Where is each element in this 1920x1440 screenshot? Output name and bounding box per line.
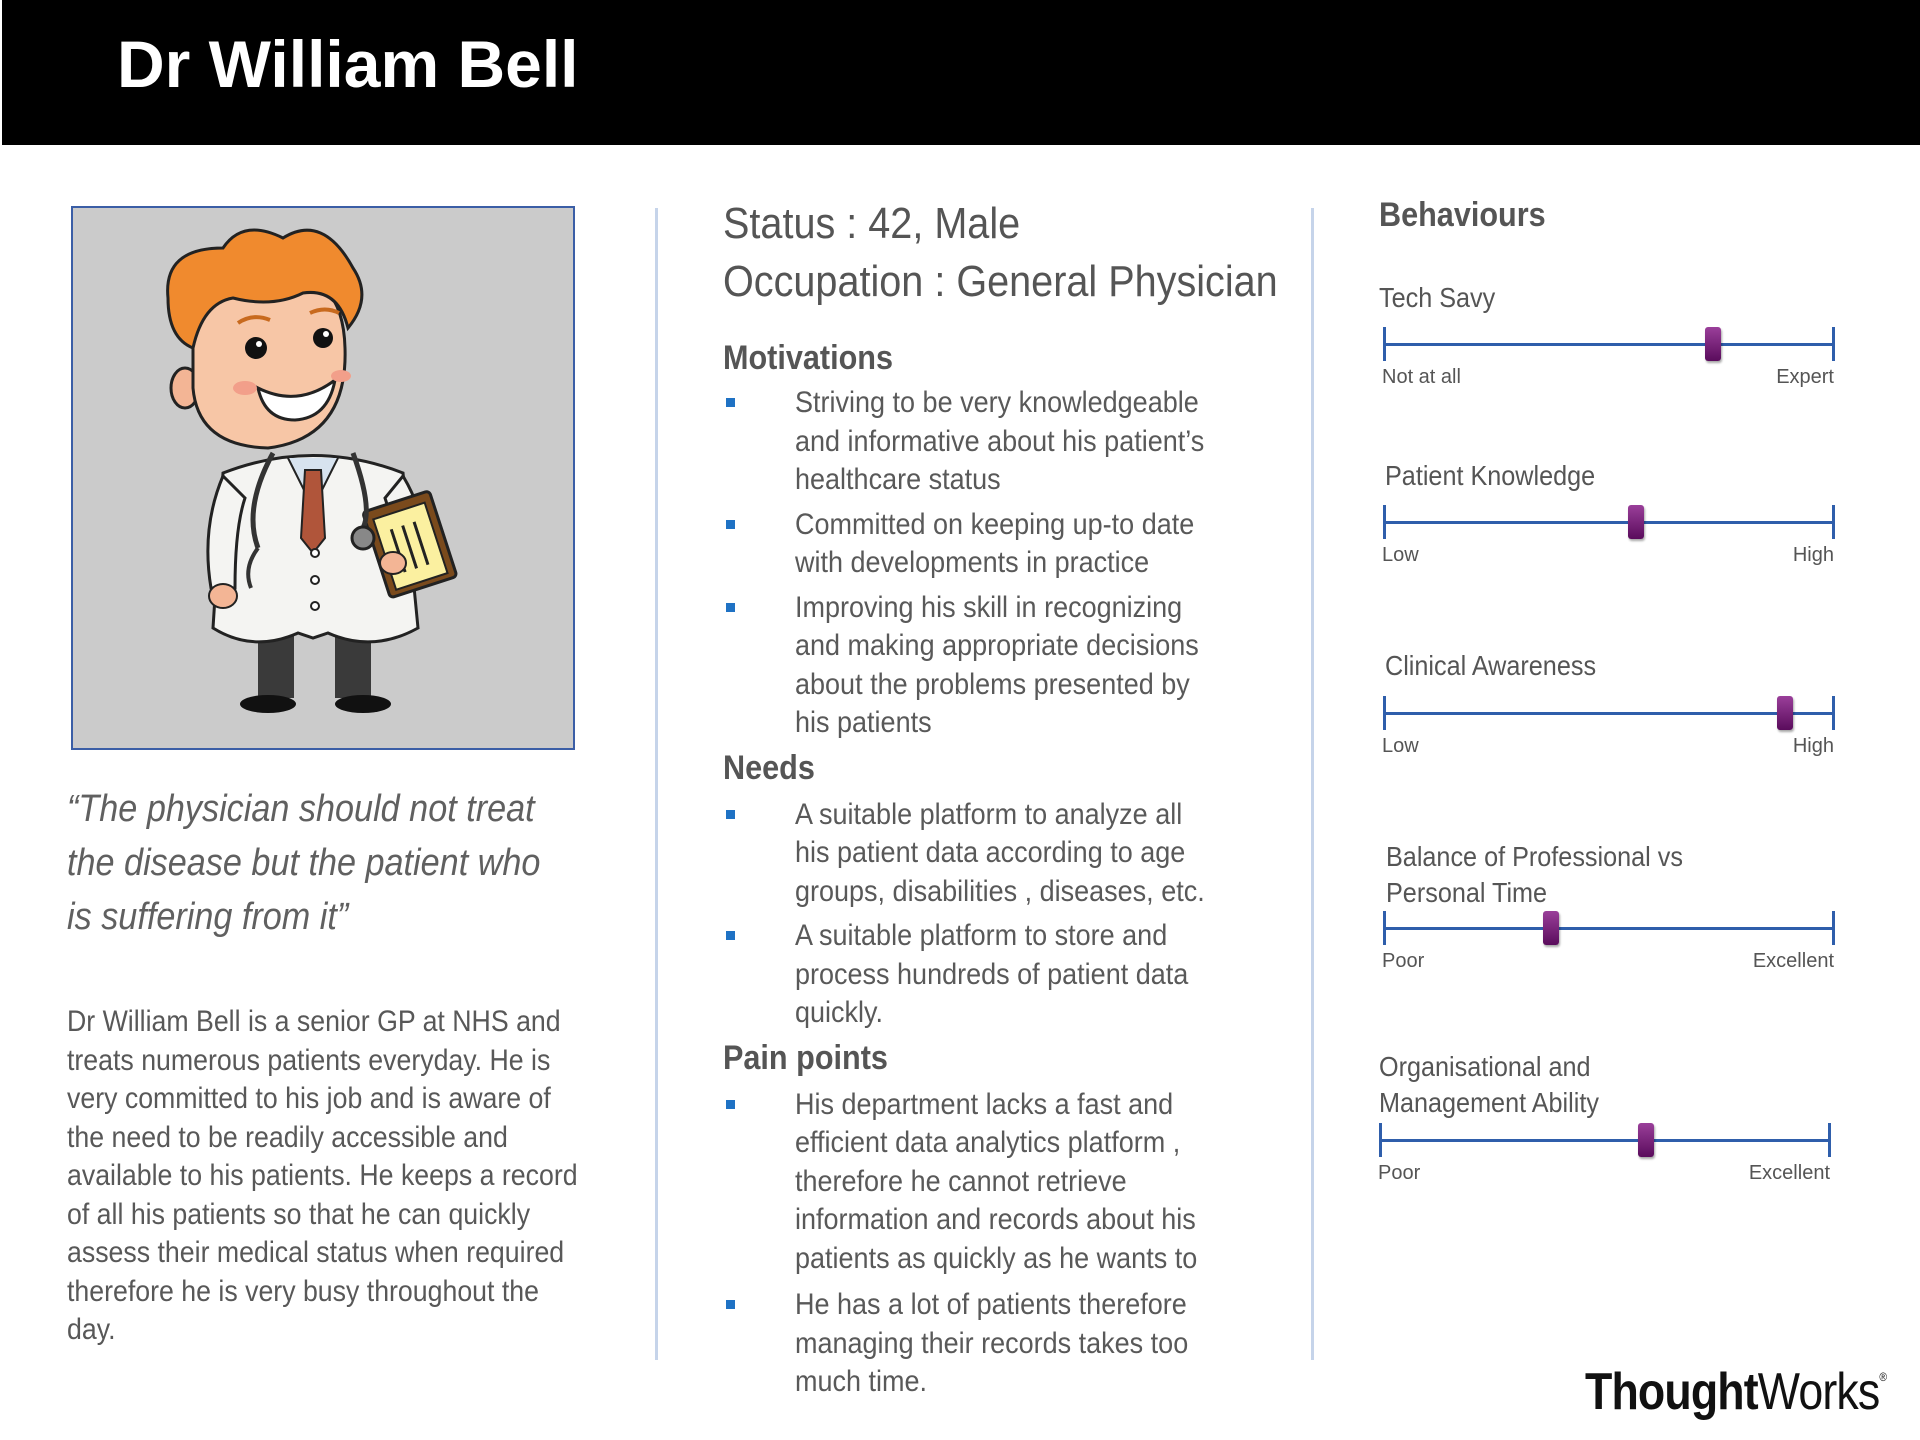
needs-list: A suitable platform to analyze all his p…	[723, 796, 1333, 1033]
bullet-icon	[726, 519, 735, 529]
persona-bio: Dr William Bell is a senior GP at NHS an…	[67, 1005, 578, 1346]
pain-points-list: His department lacks a fast and efficien…	[723, 1086, 1333, 1402]
slider-label: Balance of Professional vs Personal Time	[1386, 841, 1683, 908]
slider-label: Clinical Awareness	[1385, 650, 1597, 681]
list-item: His department lacks a fast and efficien…	[723, 1086, 1333, 1279]
persona-quote: “The physician should not treat the dise…	[67, 788, 541, 938]
column-divider	[1311, 208, 1314, 1360]
persona-portrait	[71, 206, 575, 750]
list-item: Committed on keeping up-to date with dev…	[723, 506, 1333, 583]
slider-min-tick	[1383, 911, 1386, 945]
slider-max-label: Expert	[1776, 366, 1834, 388]
bullet-icon	[726, 398, 735, 407]
slider-min-label: Not at all	[1382, 366, 1461, 388]
motivations-title: Motivations	[723, 339, 894, 377]
slider-min-tick	[1383, 505, 1386, 539]
slider-label: Organisational and Management Ability	[1379, 1051, 1599, 1118]
bullet-icon	[726, 602, 735, 612]
slider-min-label: Low	[1382, 735, 1419, 757]
persona-details: Status : 42, Male Occupation : General P…	[723, 195, 1333, 1402]
list-item: He has a lot of patients therefore manag…	[723, 1286, 1333, 1402]
slider-label: Tech Savy	[1379, 282, 1496, 313]
slider-max-label: High	[1792, 735, 1834, 757]
slider-max-tick	[1832, 911, 1835, 945]
motivations-list: Striving to be very knowledgeable and in…	[723, 384, 1333, 743]
slider-max-label: High	[1792, 544, 1834, 566]
slider-min-label: Poor	[1378, 1162, 1421, 1184]
persona-name: Dr William Bell	[117, 27, 579, 101]
slider-knob	[1628, 505, 1644, 539]
slider-label: Patient Knowledge	[1385, 460, 1596, 491]
list-item: Striving to be very knowledgeable and in…	[723, 384, 1333, 500]
page-header: Dr William Bell	[2, 0, 1920, 145]
bullet-icon	[726, 931, 735, 940]
slider-knob	[1776, 696, 1793, 730]
behaviours-title: Behaviours	[1379, 196, 1546, 234]
slider-min-label: Poor	[1382, 950, 1425, 972]
column-divider	[655, 208, 658, 1360]
persona-occupation: Occupation : General Physician	[723, 257, 1278, 306]
slider-max-tick	[1828, 1123, 1831, 1157]
bullet-icon	[726, 1099, 735, 1109]
list-item: A suitable platform to analyze all his p…	[723, 796, 1333, 912]
slider-track	[1384, 343, 1834, 346]
slider-min-tick	[1379, 1123, 1382, 1157]
slider-max-label: Excellent	[1752, 950, 1834, 972]
slider-knob	[1542, 911, 1559, 945]
slider-max-label: Excellent	[1748, 1162, 1830, 1184]
slider-track	[1384, 927, 1834, 930]
slider-track	[1384, 712, 1834, 715]
thoughtworks-logo: ThoughtWorks®	[1585, 1363, 1887, 1421]
slider-min-label: Low	[1382, 544, 1419, 566]
bullet-icon	[726, 809, 735, 819]
slider-min-tick	[1383, 327, 1386, 361]
needs-title: Needs	[723, 748, 815, 787]
slider-max-tick	[1832, 696, 1835, 730]
slider-max-tick	[1832, 327, 1835, 361]
slider-min-tick	[1383, 696, 1386, 730]
persona-status: Status : 42, Male	[723, 199, 1021, 248]
doctor-illustration	[166, 228, 458, 713]
slider-knob	[1637, 1123, 1654, 1157]
pain-points-title: Pain points	[723, 1038, 888, 1077]
slider-max-tick	[1832, 505, 1835, 539]
bullet-icon	[726, 1300, 735, 1309]
list-item: A suitable platform to store and process…	[723, 917, 1333, 1033]
slider-track	[1380, 1139, 1830, 1142]
list-item: Improving his skill in recognizing and m…	[723, 589, 1333, 743]
slider-track	[1384, 521, 1834, 524]
slider-knob	[1704, 327, 1721, 361]
